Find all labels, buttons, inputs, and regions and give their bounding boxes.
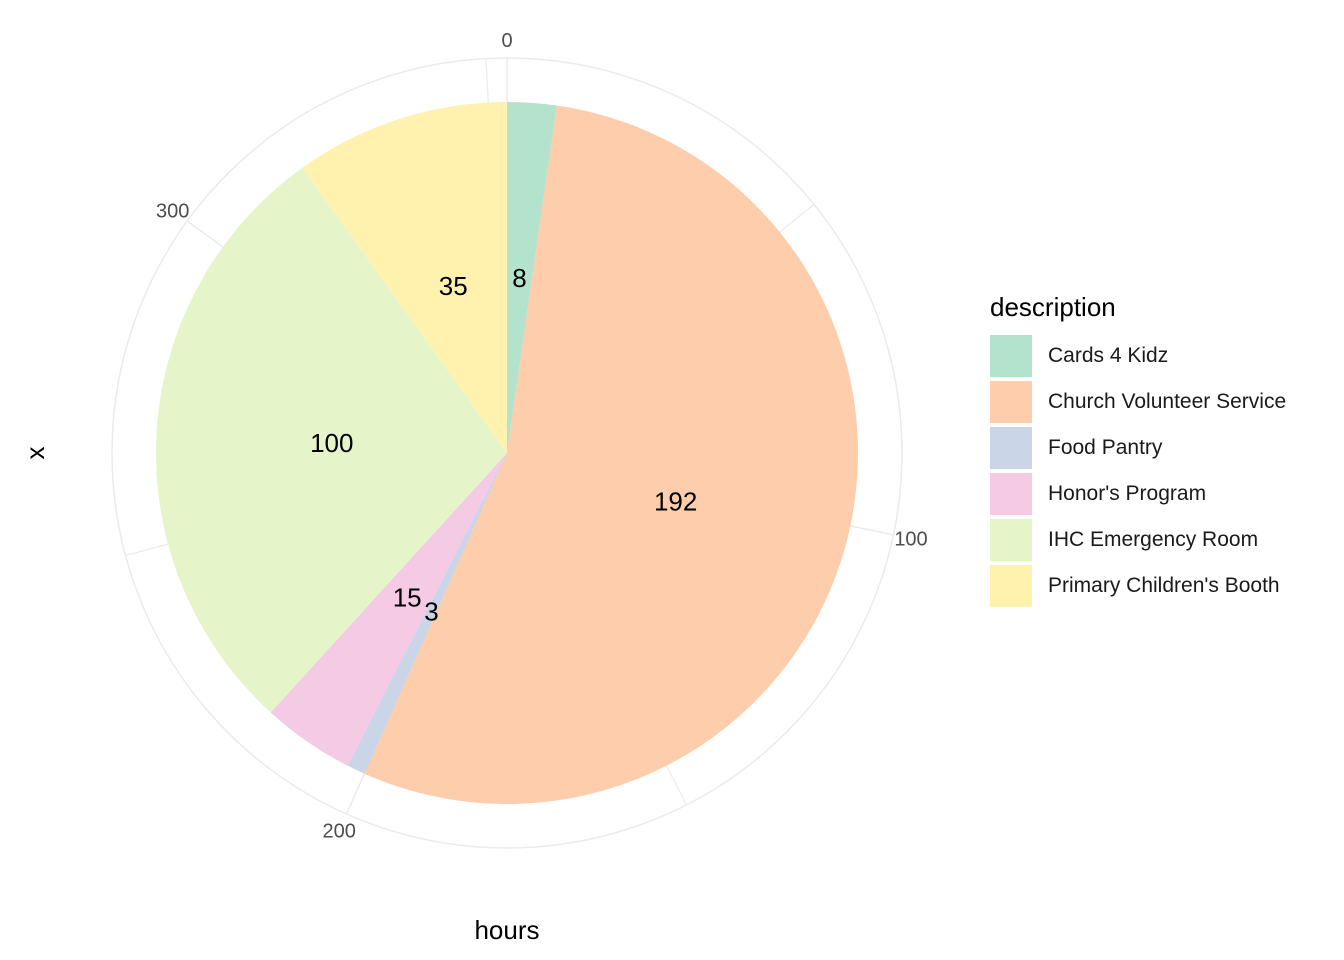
grid-spoke-minor xyxy=(485,58,489,103)
pie-slice-cards-4-kidz xyxy=(507,102,557,453)
slice-value-label: 3 xyxy=(424,596,438,626)
legend-label: Cards 4 Kidz xyxy=(1048,344,1169,367)
legend-label: Church Volunteer Service xyxy=(1048,390,1287,413)
legend-item: IHC Emergency Room xyxy=(990,517,1286,563)
legend-swatch xyxy=(990,519,1032,561)
pie-slices xyxy=(156,102,859,804)
grid-spoke-minor xyxy=(125,543,169,557)
radial-tick-label: 0 xyxy=(501,30,512,52)
legend-swatch xyxy=(990,565,1032,607)
pie-slice-church-volunteer-service xyxy=(364,105,859,804)
pie-slice-ihc-emergency-room xyxy=(156,167,508,713)
legend-title: description xyxy=(990,292,1116,322)
legend-label: IHC Emergency Room xyxy=(1048,528,1259,551)
legend-items: Cards 4 Kidz Church Volunteer Service Food… xyxy=(990,333,1286,609)
radial-tick-label: 100 xyxy=(894,529,927,551)
legend-item: Church Volunteer Service xyxy=(990,379,1286,425)
legend-item: Honor's Program xyxy=(990,471,1286,517)
slice-value-label: 15 xyxy=(393,582,422,612)
slice-value-label: 192 xyxy=(654,487,697,517)
legend-label: Food Pantry xyxy=(1048,436,1163,459)
x-axis-title: hours xyxy=(474,915,539,945)
radial-ticks: 0 100 200 300 xyxy=(156,30,928,842)
legend-swatch xyxy=(990,473,1032,515)
legend-item: Primary Children's Booth xyxy=(990,563,1286,609)
legend-label: Primary Children's Booth xyxy=(1048,574,1280,597)
legend: description Cards 4 Kidz Church Volunteer… xyxy=(990,292,1286,609)
pie-slice-food-pantry xyxy=(347,453,507,774)
radial-tick-label: 200 xyxy=(323,820,356,842)
pie-slice-primary-children-s-booth xyxy=(302,102,507,453)
legend-swatch xyxy=(990,381,1032,423)
radial-tick-label: 300 xyxy=(156,201,189,223)
legend-swatch xyxy=(990,335,1032,377)
slice-value-label: 8 xyxy=(512,263,526,293)
grid-spoke-minor xyxy=(665,765,688,806)
slice-labels: 8 192 315 100 35 xyxy=(310,263,697,626)
legend-item: Food Pantry xyxy=(990,425,1286,471)
y-axis-title: x xyxy=(20,447,50,460)
slice-value-label: 100 xyxy=(310,428,353,458)
legend-item: Cards 4 Kidz xyxy=(990,333,1286,379)
grid-spoke-minor xyxy=(779,203,815,233)
legend-label: Honor's Program xyxy=(1048,482,1207,505)
legend-swatch xyxy=(990,427,1032,469)
slice-value-label: 35 xyxy=(439,271,468,301)
pie-slice-honor-s-program xyxy=(270,453,507,766)
